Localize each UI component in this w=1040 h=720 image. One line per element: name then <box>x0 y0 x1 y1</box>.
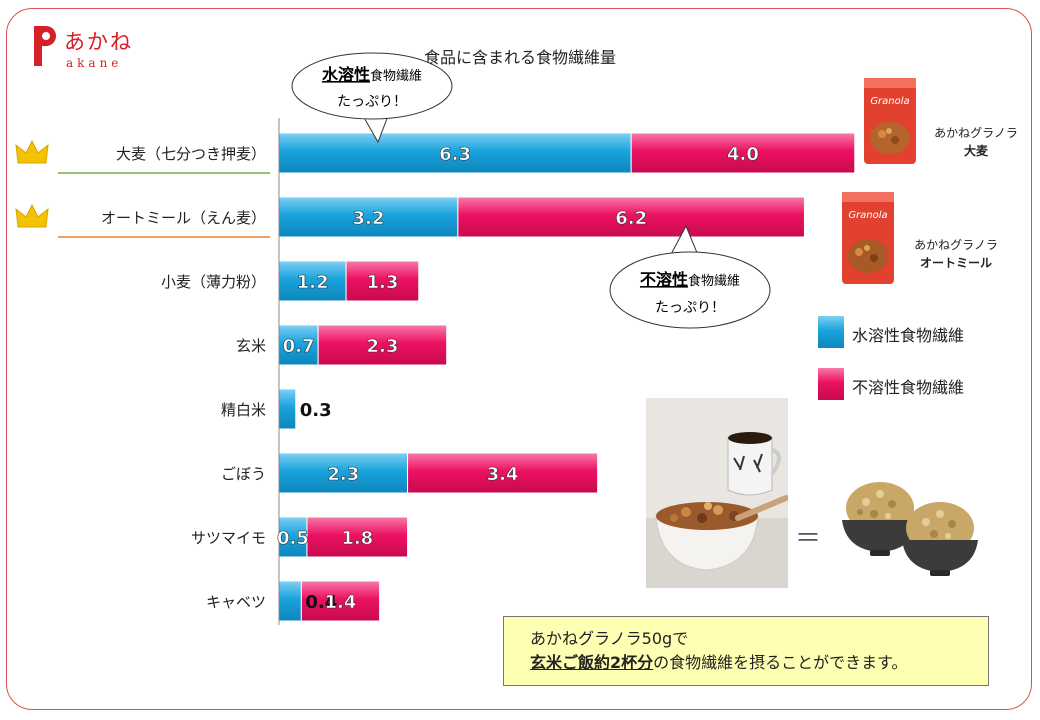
bar-water <box>278 388 297 430</box>
note-line1: あかねグラノラ50gで <box>530 629 689 648</box>
page-frame <box>6 8 1032 710</box>
legend-swatch-water <box>818 316 844 348</box>
bar-insoluble <box>345 260 420 302</box>
brand-logo: あかね akane <box>30 24 140 74</box>
category-label: 玄米 <box>236 337 266 355</box>
data-label: 2.3 <box>366 336 398 357</box>
legend-swatch-insoluble <box>818 368 844 400</box>
bubble-insoluble-rest: 食物繊維 <box>688 273 740 289</box>
granola-photo <box>646 398 788 588</box>
product-oatmeal-line1: あかねグラノラ <box>914 238 998 252</box>
data-label: 6.2 <box>615 208 647 229</box>
bar-water <box>278 260 347 302</box>
info-note: あかねグラノラ50gで 玄米ご飯約2杯分の食物繊維を摂ることができます。 <box>503 616 989 686</box>
note-line2-strong: 玄米ご飯約2杯分 <box>530 653 654 672</box>
data-label: 0.3 <box>300 400 332 421</box>
data-label: 6.3 <box>439 144 471 165</box>
product-barley-line1: あかねグラノラ <box>934 126 1018 140</box>
note-line2-rest: の食物繊維を摂ることができます。 <box>653 653 908 672</box>
category-label: ごぼう <box>221 465 266 483</box>
crown-icon <box>15 139 49 164</box>
data-label: 1.8 <box>341 528 373 549</box>
data-label: 2.3 <box>327 464 359 485</box>
rice-bowls-icon <box>842 482 978 576</box>
category-label: キャベツ <box>206 593 266 611</box>
product-pack-oatmeal-brand: Granola <box>848 210 887 221</box>
chart-title: 食品に含まれる食物繊維量 <box>423 48 616 67</box>
bar-insoluble <box>317 324 448 366</box>
brand-p-icon <box>34 26 56 66</box>
legend-label-insoluble: 不溶性食物繊維 <box>852 378 965 397</box>
product-pack-barley-icon: Granola <box>864 78 916 164</box>
category-label: 精白米 <box>221 401 266 419</box>
data-label: 3.2 <box>352 208 384 229</box>
granola-bowl-icon <box>646 398 788 588</box>
product-barley-line2: 大麦 <box>963 144 988 158</box>
bubble-insoluble-line2: たっぷり！ <box>655 300 725 316</box>
data-label: 4.0 <box>727 144 759 165</box>
category-label: オートミール（えん麦） <box>101 209 266 227</box>
data-label: 1.3 <box>366 272 398 293</box>
data-label: 1.4 <box>325 592 357 613</box>
bar-water <box>278 324 319 366</box>
speech-bubble-water: 水溶性食物繊維 たっぷり！ <box>291 52 453 144</box>
product-oatmeal-line2: オートミール <box>919 256 992 270</box>
category-label: 小麦（薄力粉） <box>161 273 266 291</box>
bar-insoluble <box>630 132 856 174</box>
bar-insoluble <box>306 516 409 558</box>
product-pack-oatmeal-icon: Granola <box>842 192 894 284</box>
crown-icon <box>15 203 49 228</box>
svg-text:不溶性食物繊維: 不溶性食物繊維 <box>640 270 740 289</box>
bar-insoluble <box>457 196 805 238</box>
svg-text:水溶性食物繊維: 水溶性食物繊維 <box>322 65 422 84</box>
bubble-water-strong: 水溶性 <box>322 65 370 84</box>
bar-insoluble <box>300 580 381 622</box>
product-pack-barley-brand: Granola <box>870 96 909 107</box>
bar-water <box>278 580 302 622</box>
note-line2: 玄米ご飯約2杯分の食物繊維を摂ることができます。 <box>530 651 968 675</box>
data-label: 0.5 <box>277 528 309 549</box>
bubble-insoluble-strong: 不溶性 <box>640 270 688 289</box>
bar-insoluble <box>407 452 599 494</box>
data-label: 1.2 <box>297 272 329 293</box>
equals-sign: ＝ <box>795 524 822 554</box>
data-label: 0.7 <box>283 336 315 357</box>
product-label-oatmeal: あかねグラノラ オートミール <box>900 236 1012 272</box>
speech-bubble-insoluble: 不溶性食物繊維 たっぷり！ <box>609 224 771 329</box>
product-label-barley: あかねグラノラ 大麦 <box>920 124 1032 160</box>
brand-name-jp: あかね <box>64 30 133 54</box>
data-label: 0.4 <box>305 592 337 613</box>
brand-name-en: akane <box>66 56 123 70</box>
legend-label-water: 水溶性食物繊維 <box>852 326 965 345</box>
category-label: 大麦（七分つき押麦） <box>116 145 266 163</box>
bubble-water-rest: 食物繊維 <box>370 68 422 84</box>
data-label: 3.4 <box>487 464 519 485</box>
bubble-water-line2: たっぷり！ <box>337 94 407 110</box>
bar-water <box>278 452 409 494</box>
category-label: サツマイモ <box>191 529 266 547</box>
